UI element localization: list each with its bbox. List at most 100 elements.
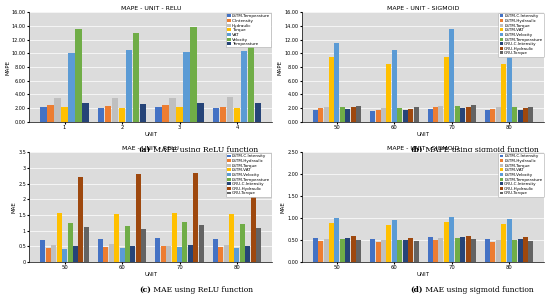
Bar	[98, 108, 104, 122]
Bar	[397, 108, 402, 122]
Bar	[471, 239, 476, 262]
Bar	[465, 236, 471, 262]
Bar	[188, 245, 193, 262]
Bar	[485, 110, 490, 122]
Bar	[240, 224, 245, 262]
Bar	[329, 223, 334, 262]
Bar	[356, 106, 361, 122]
Bar	[438, 238, 443, 262]
Bar	[125, 226, 130, 262]
Bar	[496, 240, 501, 262]
Bar	[75, 29, 82, 122]
Bar	[340, 107, 345, 122]
X-axis label: UNIT: UNIT	[416, 272, 430, 277]
Bar	[82, 103, 89, 122]
Bar	[73, 246, 78, 262]
Y-axis label: MAPE: MAPE	[6, 60, 10, 75]
Bar	[507, 43, 512, 122]
Title: MAE - UNIT - RELU: MAE - UNIT - RELU	[123, 146, 179, 150]
Text: MAE using ReLU function: MAE using ReLU function	[151, 286, 253, 294]
Bar	[356, 240, 361, 262]
Bar	[381, 240, 386, 262]
Bar	[229, 214, 234, 262]
Bar	[529, 107, 534, 122]
Bar	[318, 241, 323, 262]
Bar	[68, 53, 75, 122]
Bar	[387, 64, 392, 122]
Legend: LSTM-Temperature, C.Intensity, Hydraulic, Torque, VAT, Velocity, Temperature: LSTM-Temperature, C.Intensity, Hydraulic…	[226, 13, 271, 48]
Bar	[84, 228, 89, 262]
Bar	[455, 106, 460, 122]
Bar	[41, 240, 46, 262]
Bar	[444, 57, 449, 122]
Bar	[408, 109, 413, 122]
Bar	[351, 107, 356, 122]
Bar	[433, 240, 438, 262]
Bar	[177, 247, 182, 262]
Legend: LSTM-C.Intensity, LSTM-Hydraulic, LSTM-Torque, LSTM-VAT, LSTM-Velocity, LSTM-Tem: LSTM-C.Intensity, LSTM-Hydraulic, LSTM-T…	[226, 153, 271, 197]
Bar	[403, 110, 408, 122]
Y-axis label: MAE: MAE	[281, 201, 286, 213]
Bar	[460, 237, 465, 262]
Y-axis label: MAE: MAE	[12, 201, 17, 213]
Bar	[438, 106, 443, 122]
Text: MAPE using ReLU function: MAPE using ReLU function	[151, 146, 258, 154]
Legend: LSTM-C.Intensity, LSTM-Hydraulic, LSTM-Torque, LSTM-VAT, LSTM-Velocity, LSTM-Tem: LSTM-C.Intensity, LSTM-Hydraulic, LSTM-T…	[498, 153, 543, 197]
Text: (d): (d)	[410, 286, 423, 294]
Bar	[414, 107, 419, 122]
Bar	[155, 238, 161, 262]
Bar	[140, 104, 146, 122]
Bar	[460, 108, 465, 122]
Bar	[523, 237, 528, 262]
Bar	[403, 240, 408, 262]
Bar	[397, 240, 402, 262]
Bar	[193, 173, 199, 262]
Text: (a): (a)	[139, 146, 151, 154]
Bar	[387, 225, 392, 262]
Bar	[172, 213, 177, 262]
Bar	[408, 238, 413, 262]
Title: MAPE - UNIT - RELU: MAPE - UNIT - RELU	[120, 5, 181, 11]
Bar	[105, 106, 111, 122]
Y-axis label: MAPE: MAPE	[278, 60, 283, 75]
Bar	[197, 103, 204, 122]
Bar	[213, 108, 219, 122]
Bar	[334, 218, 339, 262]
Bar	[68, 223, 73, 262]
Bar	[112, 98, 118, 122]
Text: (c): (c)	[139, 286, 151, 294]
Bar	[119, 248, 125, 262]
Bar	[340, 239, 345, 262]
Bar	[465, 107, 471, 122]
Bar	[57, 213, 62, 262]
Bar	[245, 246, 250, 262]
Bar	[199, 225, 204, 262]
Bar	[126, 50, 132, 122]
Bar	[323, 239, 328, 262]
Bar	[529, 241, 534, 262]
Bar	[190, 27, 197, 122]
Bar	[329, 57, 334, 122]
Bar	[183, 222, 188, 262]
Bar	[427, 237, 432, 262]
Bar	[433, 107, 438, 122]
Bar	[169, 98, 176, 122]
Bar	[471, 105, 476, 122]
Bar	[523, 108, 528, 122]
Bar	[177, 107, 183, 122]
Text: MAPE using sigmoid function: MAPE using sigmoid function	[423, 146, 539, 154]
Bar	[62, 107, 68, 122]
Bar	[133, 33, 139, 122]
Bar	[334, 43, 339, 122]
Bar	[256, 228, 261, 262]
Bar	[156, 107, 162, 122]
Text: MAE using sigmoid function: MAE using sigmoid function	[423, 286, 534, 294]
Bar	[161, 246, 166, 262]
Bar	[248, 29, 254, 122]
Bar	[507, 219, 512, 262]
Bar	[119, 108, 125, 122]
X-axis label: UNIT: UNIT	[144, 132, 157, 137]
Bar	[162, 105, 169, 122]
Bar	[109, 244, 114, 262]
Bar	[323, 107, 328, 122]
